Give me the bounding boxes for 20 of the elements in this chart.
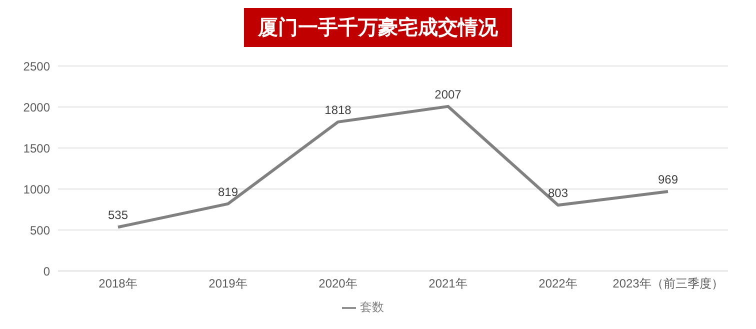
- y-tick-label: 0: [43, 264, 50, 278]
- x-tick-label: 2021年: [428, 276, 468, 291]
- y-tick-label: 2500: [23, 59, 50, 74]
- x-tick-label: 2023年（前三季度）: [612, 276, 724, 291]
- legend-label: 套数: [360, 300, 384, 314]
- x-tick-label: 2022年: [538, 276, 578, 291]
- data-label: 535: [108, 208, 128, 222]
- y-tick-label: 500: [30, 223, 50, 238]
- y-tick-label: 1000: [23, 182, 50, 196]
- data-label: 969: [658, 172, 678, 187]
- x-tick-label: 2019年: [208, 276, 248, 291]
- data-label: 819: [218, 184, 238, 199]
- y-tick-label: 2000: [23, 100, 50, 114]
- data-label: 1818: [324, 102, 352, 117]
- data-label: 2007: [434, 87, 462, 102]
- y-tick-label: 1500: [23, 141, 50, 156]
- chart-title: 厦门一手千万豪宅成交情况: [244, 8, 512, 47]
- x-tick-label: 2020年: [318, 276, 358, 291]
- x-tick-label: 2018年: [98, 276, 138, 291]
- data-label: 803: [548, 186, 568, 200]
